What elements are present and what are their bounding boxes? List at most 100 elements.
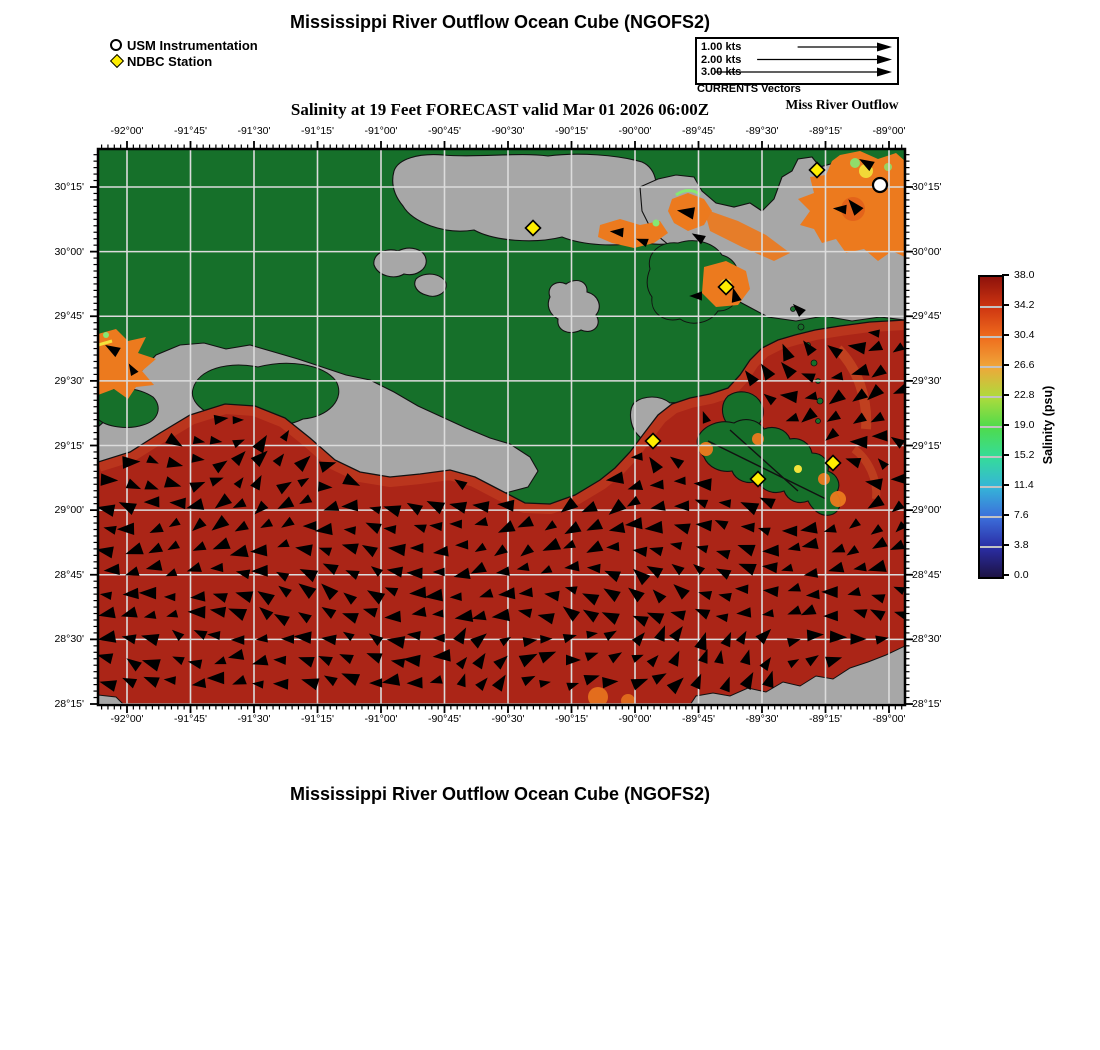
current-arrow [674,500,690,512]
current-arrow [144,480,159,490]
currents-key-caption: CURRENTS Vectors [697,83,801,95]
current-arrow [141,634,160,647]
current-arrow [273,613,290,627]
current-arrow [122,456,141,469]
current-arrow [98,606,116,619]
current-arrow [192,517,207,532]
lat-label-left: 28°30' [54,633,84,646]
marker-legend: USM Instrumentation NDBC Station [109,37,340,71]
current-arrow [801,407,818,423]
current-arrow [491,674,506,692]
current-arrow [805,589,820,600]
current-arrow [867,559,887,572]
current-arrow [875,635,889,645]
current-arrow [564,521,582,535]
current-arrow [143,676,160,688]
current-arrow [755,628,772,645]
current-arrow [694,608,711,620]
current-arrow [695,545,709,554]
lon-label-top: -89°15' [808,125,843,137]
current-arrow [877,458,889,470]
current-arrow [251,564,268,577]
current-arrow [521,675,536,687]
current-arrow [871,594,886,604]
current-arrow [189,481,206,493]
current-arrow [318,547,333,557]
current-arrow [498,587,516,600]
current-arrow [149,522,164,533]
current-arrow [759,497,776,509]
lat-label-left: 28°45' [54,568,84,581]
current-arrow [210,562,224,573]
lon-label-bottom: -92°00' [110,713,144,725]
current-arrow [562,606,581,622]
current-arrow [806,629,824,642]
current-arrow [454,609,474,623]
current-arrow [562,633,577,644]
current-arrow [601,612,620,625]
current-arrow [736,607,752,618]
colorbar-tick-label: 15.2 [1014,449,1035,461]
region-label: Miss River Outflow [785,97,899,112]
lon-label-bottom: -90°00' [618,713,652,725]
current-arrow [342,613,359,624]
current-arrow [853,562,867,572]
current-arrow [125,478,142,490]
map-area [88,139,915,715]
current-arrow [207,631,221,641]
current-arrow [495,566,510,576]
colorbar-tick-label: 0.0 [1014,569,1029,581]
lake-maurepas [373,247,427,278]
current-arrow [187,605,206,619]
current-arrow [98,653,114,665]
current-arrow [744,370,760,387]
current-arrow [825,427,840,441]
lon-label-bottom: -90°30' [491,713,525,725]
current-arrow [449,501,468,514]
lake-salvador [547,280,600,334]
current-arrow [235,591,254,604]
current-arrow [321,583,339,601]
current-arrow [654,625,666,642]
current-arrow [718,499,732,508]
current-arrow [787,659,800,669]
colorbar-tick-label: 22.8 [1014,389,1035,401]
current-arrow [318,461,337,473]
ndbc-station-marker [524,219,542,237]
lon-label-top: -91°30' [237,125,271,137]
current-arrow [171,629,185,642]
current-arrow [652,589,667,604]
current-arrow [669,542,683,551]
lon-label-bottom: -91°30' [237,713,271,725]
current-arrow [413,524,427,533]
current-arrow [214,656,227,665]
current-arrow [718,592,732,602]
lat-label-left: 30°15' [54,181,84,193]
axis-ticks [90,141,913,713]
current-arrow [606,541,620,552]
current-arrow [787,582,801,592]
current-arrow [522,637,538,648]
current-arrow [609,227,624,238]
key-speed-label: 3.00 kts [701,66,742,78]
lat-label-right: 30°15' [912,181,942,193]
current-arrow [138,586,157,600]
current-arrow [586,630,598,639]
current-arrow [762,670,774,689]
lat-label-left: 29°15' [54,439,84,452]
current-arrow [299,569,319,583]
current-arrow [719,676,730,693]
current-arrow [738,563,757,576]
lat-label-left: 30°00' [54,245,84,258]
current-arrow [828,389,846,405]
current-arrow [100,473,119,486]
colorbar-level-line [980,306,1002,308]
current-arrow [118,502,137,516]
current-arrow [673,523,691,535]
current-arrow [867,383,885,401]
current-arrow [103,525,117,535]
current-arrow [635,238,649,247]
current-arrow [474,542,487,553]
current-arrow [232,439,245,449]
current-arrow [343,592,358,605]
